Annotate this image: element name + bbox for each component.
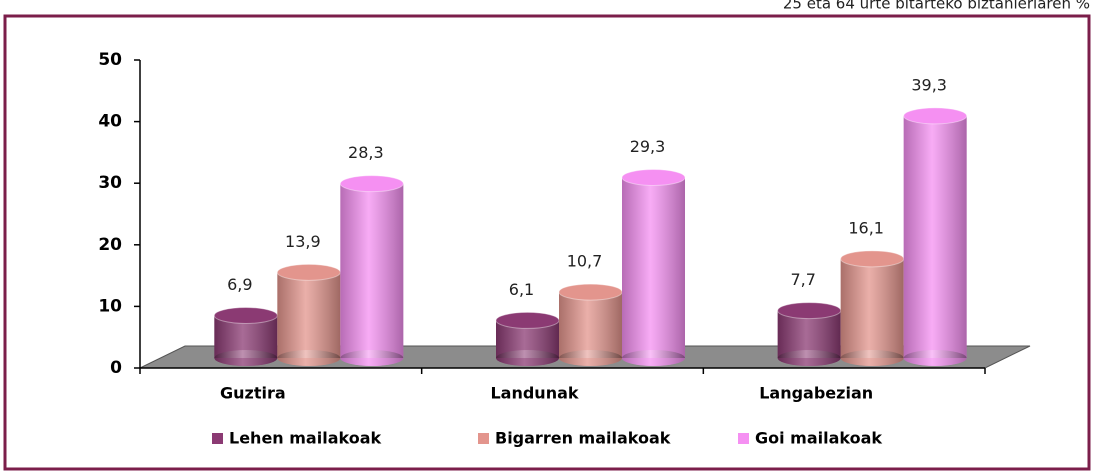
bar-shade <box>340 183 404 358</box>
bar-top <box>621 169 686 187</box>
bar-shade-base <box>840 350 904 366</box>
legend-swatch <box>478 433 489 444</box>
bar-top <box>840 250 905 268</box>
data-label: 6,1 <box>509 280 534 299</box>
data-label: 16,1 <box>848 218 884 237</box>
bar-shade-base <box>214 350 278 366</box>
y-tick-label: 40 <box>98 112 122 132</box>
data-label: 10,7 <box>567 252 603 271</box>
bar-shade-base <box>340 350 404 366</box>
bar-shade <box>559 292 622 358</box>
bar-top <box>276 263 341 281</box>
y-tick-label: 20 <box>98 235 122 255</box>
bar-shade <box>840 258 904 358</box>
bar-shade-base <box>496 350 559 366</box>
bar-shade-base <box>777 350 841 366</box>
bar-top <box>213 306 278 324</box>
bar-shade <box>277 272 341 358</box>
bar-shade-base <box>622 350 685 366</box>
legend-swatch <box>212 433 223 444</box>
y-tick-label: 10 <box>98 296 122 316</box>
bar-top <box>777 302 842 320</box>
x-tick-label: Langabezian <box>759 384 873 403</box>
bar-shade-base <box>559 350 622 366</box>
bar-top <box>558 283 623 301</box>
y-tick-label: 0 <box>110 358 122 378</box>
data-label: 39,3 <box>911 75 947 94</box>
subtitle-bg <box>660 0 1090 14</box>
data-label: 13,9 <box>285 232 321 251</box>
legend-label: Goi mailakoak <box>755 429 882 448</box>
y-tick-label: 30 <box>98 173 122 193</box>
data-label: 6,9 <box>227 275 252 294</box>
bar-top <box>339 175 404 193</box>
bar-top <box>495 311 560 329</box>
x-tick-label: Landunak <box>490 384 578 403</box>
data-label: 28,3 <box>348 143 384 162</box>
bar-shade <box>903 115 967 358</box>
x-tick-label: Guztira <box>220 384 286 403</box>
bar-top <box>903 107 968 125</box>
data-label: 7,7 <box>790 270 815 289</box>
bar-shade <box>622 177 685 358</box>
legend-swatch <box>738 433 749 444</box>
bar-shade-base <box>277 350 341 366</box>
data-label: 29,3 <box>630 137 666 156</box>
bar-shade-base <box>903 350 967 366</box>
subtitle: 25 eta 64 urte bitarteko biztanleriaren … <box>783 0 1090 13</box>
legend-label: Lehen mailakoak <box>229 429 381 448</box>
legend-label: Bigarren mailakoak <box>495 429 671 448</box>
y-tick-label: 50 <box>98 50 122 70</box>
